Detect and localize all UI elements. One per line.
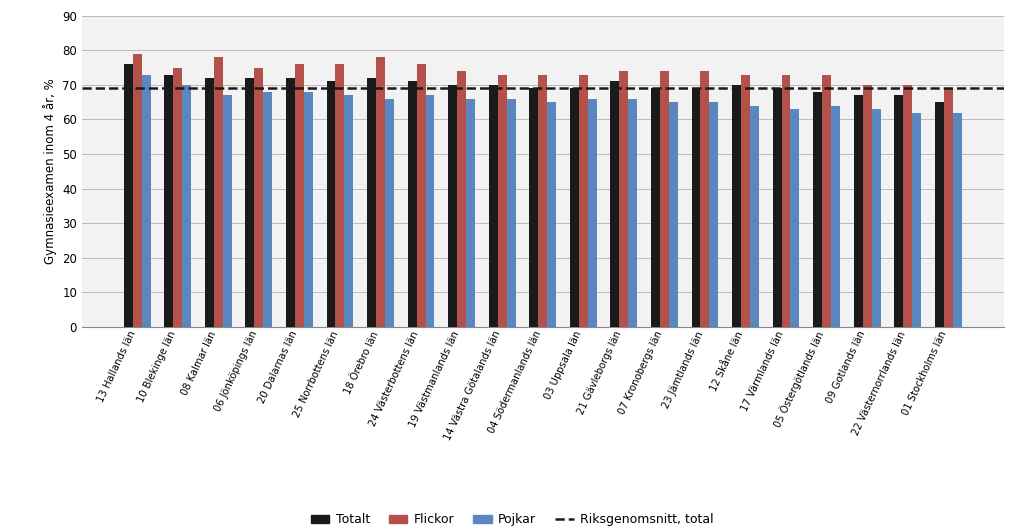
Bar bbox=[791, 109, 800, 327]
Bar bbox=[295, 64, 304, 327]
Bar bbox=[223, 95, 231, 327]
Bar bbox=[488, 85, 498, 327]
Bar bbox=[133, 54, 141, 327]
Bar bbox=[141, 74, 151, 327]
Bar bbox=[620, 71, 629, 327]
Bar bbox=[691, 89, 700, 327]
Bar bbox=[466, 99, 475, 327]
Bar bbox=[124, 64, 133, 327]
Bar bbox=[165, 74, 173, 327]
Bar bbox=[385, 99, 394, 327]
Riksgenomsnitt, total bbox=[131, 85, 143, 92]
Bar bbox=[912, 113, 921, 327]
Bar bbox=[710, 102, 718, 327]
Bar bbox=[173, 67, 182, 327]
Bar bbox=[417, 64, 426, 327]
Bar bbox=[813, 92, 822, 327]
Bar bbox=[426, 95, 434, 327]
Bar bbox=[286, 78, 295, 327]
Bar bbox=[588, 99, 597, 327]
Bar bbox=[610, 82, 620, 327]
Bar bbox=[507, 99, 515, 327]
Bar bbox=[449, 85, 457, 327]
Y-axis label: Gymnasieexamen inom 4 år, %: Gymnasieexamen inom 4 år, % bbox=[43, 79, 56, 264]
Bar bbox=[854, 95, 862, 327]
Bar bbox=[327, 82, 336, 327]
Bar bbox=[700, 71, 710, 327]
Bar bbox=[344, 95, 353, 327]
Bar bbox=[732, 85, 741, 327]
Bar bbox=[579, 74, 588, 327]
Bar bbox=[659, 71, 669, 327]
Bar bbox=[570, 89, 579, 327]
Bar bbox=[669, 102, 678, 327]
Bar bbox=[498, 74, 507, 327]
Bar bbox=[871, 109, 881, 327]
Bar bbox=[408, 82, 417, 327]
Bar bbox=[944, 89, 952, 327]
Bar bbox=[182, 85, 191, 327]
Bar bbox=[952, 113, 962, 327]
Bar bbox=[539, 74, 547, 327]
Bar bbox=[903, 85, 912, 327]
Bar bbox=[205, 78, 214, 327]
Bar bbox=[831, 105, 840, 327]
Bar bbox=[263, 92, 272, 327]
Bar bbox=[781, 74, 791, 327]
Bar bbox=[246, 78, 254, 327]
Riksgenomsnitt, total bbox=[172, 85, 184, 92]
Bar bbox=[529, 89, 539, 327]
Bar bbox=[935, 102, 944, 327]
Bar bbox=[750, 105, 759, 327]
Legend: Totalt, Flickor, Pojkar, Riksgenomsnitt, total: Totalt, Flickor, Pojkar, Riksgenomsnitt,… bbox=[305, 508, 719, 527]
Bar bbox=[368, 78, 376, 327]
Bar bbox=[376, 57, 385, 327]
Bar bbox=[862, 85, 871, 327]
Bar bbox=[741, 74, 750, 327]
Bar bbox=[894, 95, 903, 327]
Bar bbox=[304, 92, 312, 327]
Bar bbox=[457, 71, 466, 327]
Bar bbox=[651, 89, 659, 327]
Bar bbox=[214, 57, 223, 327]
Bar bbox=[629, 99, 637, 327]
Bar bbox=[822, 74, 831, 327]
Bar bbox=[547, 102, 556, 327]
Bar bbox=[254, 67, 263, 327]
Bar bbox=[336, 64, 344, 327]
Bar bbox=[773, 89, 781, 327]
